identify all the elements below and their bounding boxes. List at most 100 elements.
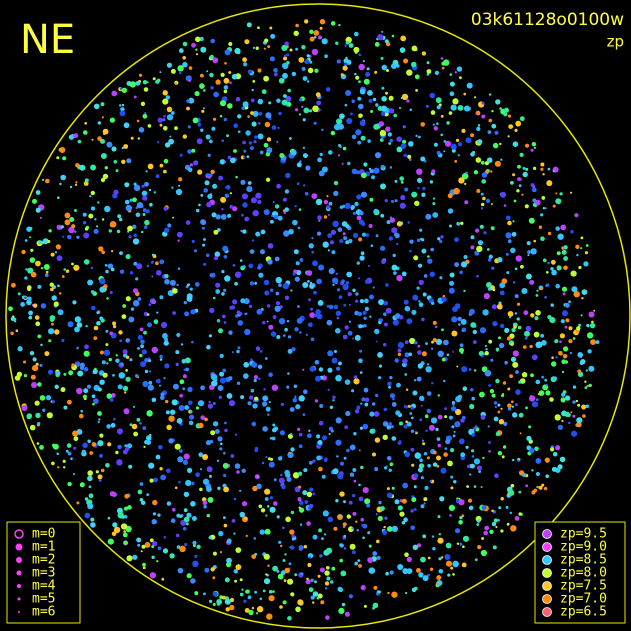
star xyxy=(470,245,475,250)
star xyxy=(139,327,144,332)
star xyxy=(305,333,308,337)
star xyxy=(422,186,426,191)
star xyxy=(266,613,273,620)
star xyxy=(420,404,423,407)
star xyxy=(83,388,89,394)
star xyxy=(436,575,442,581)
star xyxy=(475,157,482,163)
star xyxy=(136,263,143,270)
star xyxy=(426,391,432,396)
star xyxy=(404,451,411,458)
star xyxy=(216,459,220,462)
star xyxy=(156,270,162,276)
star xyxy=(437,237,441,241)
star xyxy=(488,118,493,123)
star xyxy=(358,564,362,568)
star xyxy=(476,519,481,523)
star xyxy=(327,249,330,252)
star xyxy=(368,544,372,548)
star xyxy=(176,231,183,238)
star xyxy=(259,150,264,155)
star xyxy=(541,340,547,346)
star xyxy=(529,279,535,285)
star xyxy=(146,493,150,496)
star xyxy=(182,134,187,139)
star xyxy=(265,573,268,576)
star xyxy=(269,590,273,594)
star xyxy=(84,497,89,501)
star xyxy=(448,111,453,115)
star xyxy=(76,501,80,505)
star xyxy=(318,466,323,472)
star xyxy=(219,551,223,554)
star xyxy=(462,173,469,180)
star xyxy=(278,540,282,544)
star xyxy=(491,110,494,113)
star xyxy=(143,87,149,92)
star xyxy=(512,281,516,284)
star xyxy=(299,331,302,334)
star xyxy=(383,343,387,347)
star xyxy=(380,164,385,169)
star xyxy=(267,413,270,416)
star xyxy=(493,416,499,422)
star xyxy=(432,462,438,467)
star xyxy=(83,221,87,225)
star xyxy=(223,451,226,455)
star xyxy=(266,147,273,154)
star xyxy=(303,389,308,395)
star xyxy=(180,343,184,346)
star xyxy=(440,467,447,474)
star xyxy=(73,446,77,450)
star xyxy=(492,288,496,292)
legend-label: m=1 xyxy=(32,540,55,555)
star xyxy=(576,326,581,331)
star xyxy=(124,494,129,499)
star xyxy=(217,228,221,232)
star xyxy=(241,106,245,110)
star xyxy=(476,189,481,193)
star xyxy=(281,99,288,106)
star xyxy=(452,98,459,105)
star xyxy=(224,193,230,198)
star xyxy=(412,544,418,550)
star xyxy=(475,228,480,233)
star xyxy=(356,194,362,200)
star xyxy=(90,517,95,522)
star xyxy=(414,452,421,459)
star xyxy=(203,107,205,110)
star xyxy=(328,268,335,275)
star xyxy=(396,242,399,246)
star xyxy=(590,339,596,345)
star xyxy=(585,369,588,372)
star xyxy=(74,316,81,323)
star xyxy=(368,224,373,228)
star xyxy=(62,275,65,278)
star xyxy=(406,69,413,76)
star xyxy=(367,90,373,96)
star xyxy=(422,292,427,297)
star xyxy=(279,605,283,609)
star xyxy=(430,247,435,252)
star xyxy=(101,218,105,221)
star xyxy=(48,339,52,343)
star xyxy=(421,351,427,357)
star xyxy=(107,442,112,447)
star xyxy=(376,539,380,544)
star xyxy=(282,283,289,290)
star xyxy=(292,398,297,403)
star-field xyxy=(8,19,600,621)
star xyxy=(495,378,500,384)
star xyxy=(558,351,563,356)
star xyxy=(178,405,185,411)
star xyxy=(60,387,66,393)
star xyxy=(470,133,475,138)
star xyxy=(252,210,259,217)
star xyxy=(315,198,323,206)
star xyxy=(524,330,530,337)
star xyxy=(166,106,173,113)
star xyxy=(580,247,583,250)
star xyxy=(317,215,322,221)
star xyxy=(270,33,276,39)
star xyxy=(88,213,94,219)
